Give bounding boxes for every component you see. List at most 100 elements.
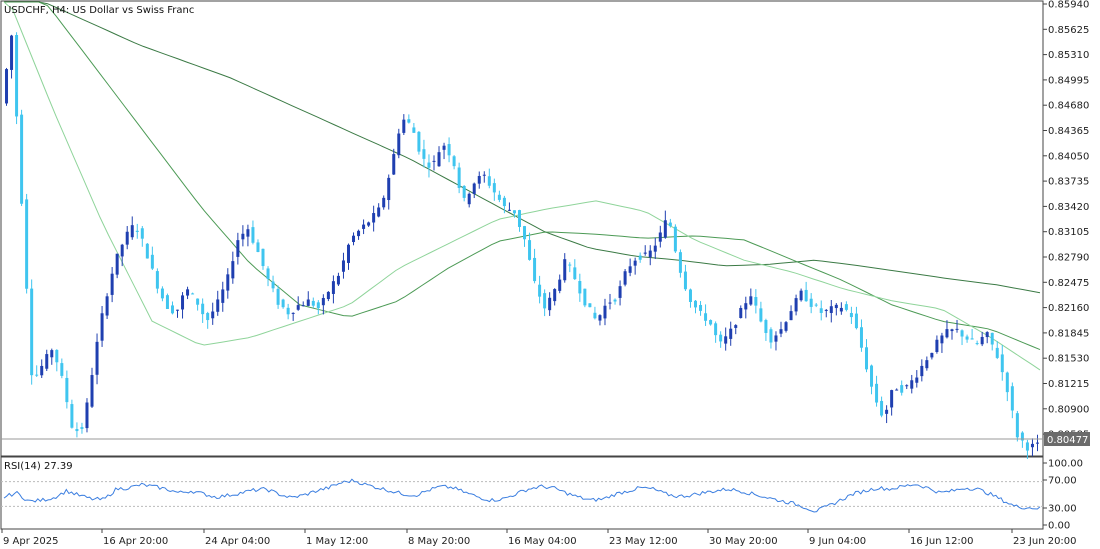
- candle-body: [920, 365, 924, 377]
- candle-body: [100, 313, 104, 341]
- candle-body: [336, 275, 340, 285]
- candle-body: [482, 174, 486, 176]
- ma-mid-line: [4, 1, 1041, 351]
- candle-body: [774, 335, 778, 342]
- candle-body: [1015, 413, 1019, 438]
- candle-body: [206, 313, 210, 321]
- candle-body: [45, 354, 49, 369]
- price-axis-label: 0.84680: [1048, 101, 1089, 112]
- candle-body: [170, 305, 174, 314]
- candle-body: [362, 224, 366, 229]
- candle-body: [115, 253, 119, 275]
- time-axis-label: 16 May 04:00: [508, 536, 577, 547]
- candle-body: [864, 347, 868, 370]
- candle-body: [432, 160, 436, 162]
- time-axis-label: 9 Apr 2025: [3, 536, 58, 547]
- rsi-label: RSI(14) 27.39: [4, 461, 73, 472]
- price-axis-label: 0.83420: [1048, 202, 1089, 213]
- candle-body: [281, 299, 285, 308]
- candle-body: [55, 349, 59, 363]
- candle-body: [985, 332, 989, 338]
- time-axis-label: 16 Jun 12:00: [910, 536, 974, 547]
- candle-body: [633, 260, 637, 266]
- price-axis-label: 0.83105: [1048, 227, 1089, 238]
- candle-body: [714, 323, 718, 336]
- candle-body: [804, 289, 808, 302]
- candle-body: [311, 300, 315, 306]
- symbol-title: USDCHF, H4: US Dollar vs Swiss Franc: [4, 5, 194, 16]
- candle-body: [875, 383, 879, 403]
- candle-body: [392, 154, 396, 175]
- candle-body: [683, 271, 687, 290]
- rsi-axis-label: 70.00: [1048, 476, 1077, 487]
- candle-body: [331, 281, 335, 294]
- candle-body: [35, 374, 39, 376]
- candle-body: [271, 281, 275, 289]
- price-axis-label: 0.81215: [1048, 379, 1089, 390]
- candle-body: [905, 385, 909, 387]
- candle-body: [789, 311, 793, 321]
- candle-body: [387, 177, 391, 201]
- candle-body: [955, 328, 959, 330]
- candle-body: [296, 305, 300, 310]
- candle-body: [427, 162, 431, 168]
- candle-body: [90, 375, 94, 407]
- candle-body: [699, 304, 703, 311]
- candle-body: [201, 303, 205, 315]
- candle-body: [729, 328, 733, 339]
- candle-body: [970, 338, 974, 340]
- price-axis-label: 0.82475: [1048, 278, 1089, 289]
- candle-body: [196, 298, 200, 305]
- candle-body: [50, 350, 54, 358]
- candle-body: [407, 119, 411, 123]
- candle-body: [517, 210, 521, 227]
- candle-body: [618, 286, 622, 298]
- candle-body: [412, 127, 416, 133]
- price-axis-label: 0.83735: [1048, 177, 1089, 188]
- candle-body: [357, 230, 361, 237]
- time-axis-label: 24 Apr 04:00: [205, 536, 270, 547]
- candle-body: [80, 427, 84, 429]
- candle-body: [573, 267, 577, 280]
- candle-body: [704, 313, 708, 321]
- candle-body: [598, 315, 602, 321]
- candle-body: [120, 244, 124, 257]
- candle-body: [341, 260, 345, 272]
- candle-body: [497, 194, 501, 200]
- price-axis-label: 0.84050: [1048, 151, 1089, 162]
- candle-body: [814, 304, 818, 306]
- candle-body: [512, 210, 516, 214]
- candle-body: [30, 288, 34, 376]
- candle-body: [231, 261, 235, 279]
- candle-body: [487, 176, 491, 186]
- candle-body: [65, 377, 69, 403]
- candle-body: [688, 289, 692, 302]
- candle-body: [352, 235, 356, 243]
- candle-body: [784, 322, 788, 331]
- rsi-panel-frame: [0, 456, 1044, 530]
- time-axis-label: 8 May 20:00: [408, 536, 470, 547]
- candle-body: [145, 243, 149, 259]
- candle-body: [940, 335, 944, 344]
- candle-body: [60, 363, 64, 376]
- candle-body: [583, 288, 587, 306]
- price-axis-label: 0.84995: [1048, 75, 1089, 86]
- candle-body: [744, 303, 748, 310]
- candle-body: [663, 220, 667, 238]
- candle-body: [910, 380, 914, 389]
- candle-body: [291, 312, 295, 314]
- candle-body: [286, 307, 290, 315]
- candle-body: [975, 343, 979, 345]
- candle-body: [558, 279, 562, 291]
- candle-body: [251, 227, 255, 243]
- candle-body: [528, 240, 532, 260]
- candle-body: [995, 347, 999, 358]
- candle-body: [447, 144, 451, 156]
- rsi-layer: [1, 478, 1043, 513]
- candle-body: [945, 329, 949, 338]
- candle-body: [543, 293, 547, 309]
- candle-body: [523, 226, 527, 240]
- candle-body: [211, 311, 215, 319]
- price-axis-label: 0.82160: [1048, 303, 1089, 314]
